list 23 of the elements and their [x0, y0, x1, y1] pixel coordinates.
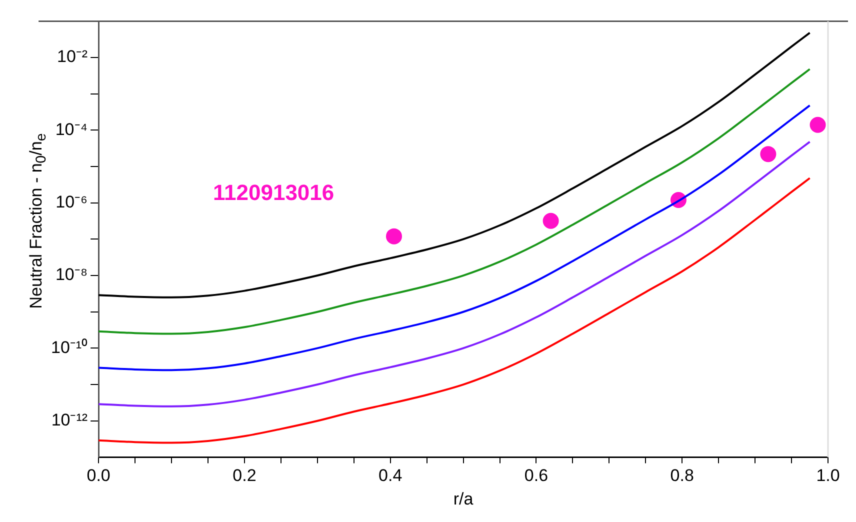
- x-tick-label: 0.8: [670, 466, 694, 486]
- line-series: [98, 32, 811, 298]
- y-tick-label: 10⁻⁸: [55, 265, 88, 284]
- line-series: [98, 177, 811, 444]
- y-tick-label: 10⁻²: [56, 47, 88, 66]
- point: [386, 228, 402, 244]
- x-tick-label: 0.4: [378, 466, 402, 486]
- point: [542, 212, 559, 229]
- x-tick-label: 0.6: [524, 466, 548, 486]
- y-tick-label: 10⁻¹²: [51, 410, 88, 430]
- x-tick-label: 0.2: [232, 466, 256, 486]
- y-tick-label: 10⁻⁶: [56, 192, 88, 212]
- line-series: [98, 140, 811, 408]
- line-series: [98, 104, 811, 372]
- line-series: [98, 68, 811, 335]
- x-axis-title: r/a: [453, 489, 474, 508]
- point: [760, 146, 776, 162]
- y-tick-label: 10⁻¹⁰: [50, 338, 88, 357]
- point: [810, 116, 826, 133]
- x-tick-label: 0.0: [86, 466, 110, 486]
- y-tick-label: 10⁻⁴: [55, 120, 88, 139]
- annotation: 1120913016: [213, 180, 334, 206]
- x-tick-label: 1.0: [816, 466, 840, 486]
